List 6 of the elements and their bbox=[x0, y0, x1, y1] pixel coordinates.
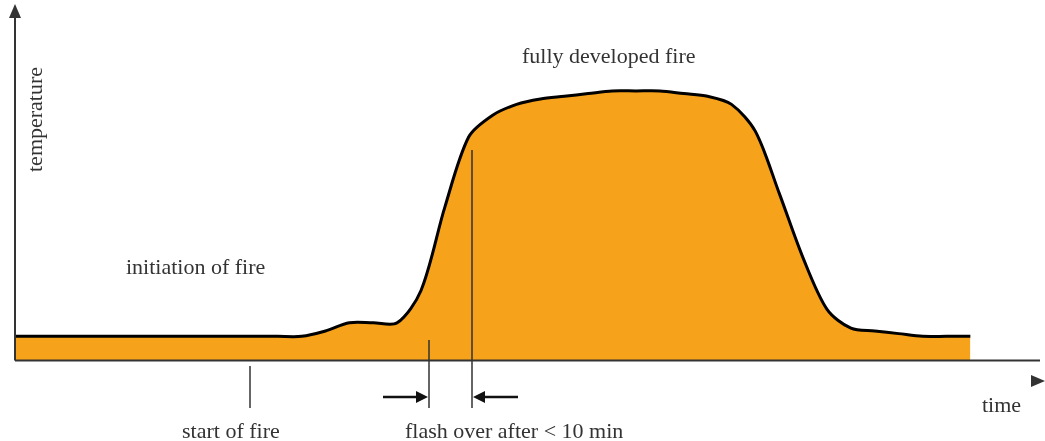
annotation: initiation of fire bbox=[126, 254, 266, 279]
text: start of fire bbox=[182, 418, 280, 441]
text: fully developed fire bbox=[522, 43, 696, 68]
text: flash over after < 10 min bbox=[405, 418, 624, 441]
x-axis-title: time bbox=[982, 392, 1022, 417]
y-axis-title: temperature bbox=[22, 66, 47, 172]
